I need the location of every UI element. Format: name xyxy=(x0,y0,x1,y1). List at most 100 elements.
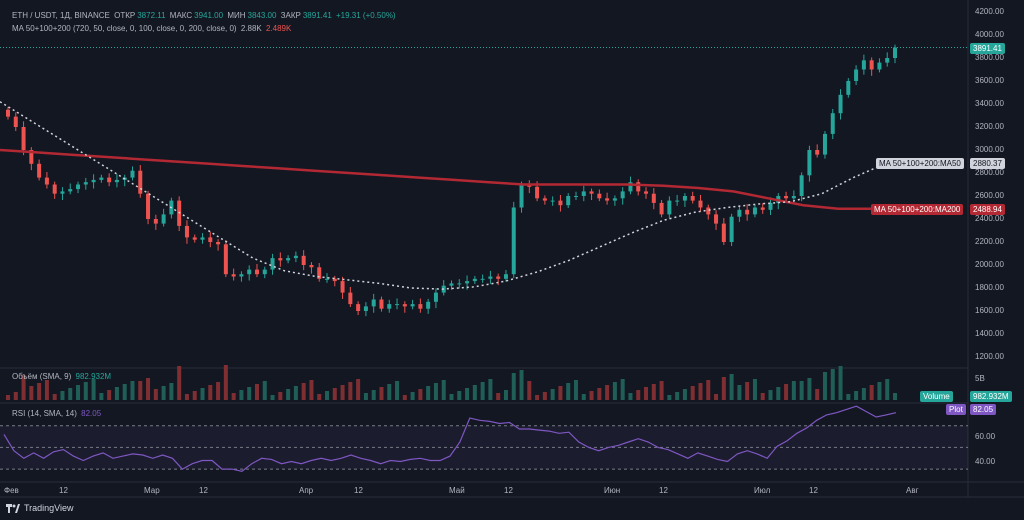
volume-bar xyxy=(721,377,726,400)
volume-bar xyxy=(270,395,275,400)
time-axis-label: Авг xyxy=(906,486,919,495)
volume-bar xyxy=(340,385,345,400)
candle-body xyxy=(410,304,415,307)
volume-bar xyxy=(752,379,757,400)
candle-body xyxy=(791,196,796,199)
time-axis-label: 12 xyxy=(504,486,513,495)
candle-body xyxy=(822,133,827,155)
volume-bar xyxy=(846,394,851,400)
candle-body xyxy=(503,274,508,279)
volume-legend[interactable]: Объём (SMA, 9) 982.932M xyxy=(12,372,113,381)
volume-bar xyxy=(21,375,26,400)
open-value: 3872.11 xyxy=(137,11,166,20)
volume-bar xyxy=(465,388,470,400)
volume-bar xyxy=(223,365,228,400)
volume-bar xyxy=(60,391,65,400)
candle-body xyxy=(278,258,283,261)
rsi-legend[interactable]: RSI (14, SMA, 14) 82.05 xyxy=(12,409,103,418)
candle-body xyxy=(60,191,65,194)
volume-legend-title: Объём (SMA, 9) xyxy=(12,372,72,381)
tradingview-logo[interactable]: TradingView xyxy=(6,503,74,513)
time-axis-label: 12 xyxy=(659,486,668,495)
candle-body xyxy=(784,196,789,199)
ma-legend[interactable]: MA 50+100+200 (720, 50, close, 0, 100, c… xyxy=(12,24,293,33)
candle-body xyxy=(29,150,34,164)
candle-body xyxy=(488,276,493,279)
volume-bar xyxy=(184,394,189,400)
volume-bar xyxy=(68,388,73,400)
volume-bar xyxy=(784,384,789,400)
volume-bar xyxy=(535,395,540,400)
symbol-legend: ETH / USDT, 1Д, BINANCE ОТКР 3872.11 МАКС… xyxy=(12,11,398,20)
candle-body xyxy=(690,196,695,201)
volume-bar xyxy=(651,384,656,400)
ma50-line xyxy=(0,101,886,290)
candle-body xyxy=(589,191,594,194)
candle-body xyxy=(68,189,73,192)
candle-body xyxy=(130,170,135,178)
volume-bar xyxy=(597,388,602,400)
candle-body xyxy=(628,182,633,192)
volume-bar xyxy=(379,387,384,400)
time-axis-label: 12 xyxy=(809,486,818,495)
symbol-name: ETH / USDT, 1Д, BINANCE xyxy=(12,11,110,20)
candle-body xyxy=(573,196,578,197)
candle-body xyxy=(535,186,540,199)
volume-bar xyxy=(262,381,267,400)
volume-bar xyxy=(363,393,368,400)
volume-bar xyxy=(301,383,306,400)
volume-axis-label: 5B xyxy=(975,374,985,383)
volume-bar xyxy=(488,379,493,400)
volume-tag-label: Volume xyxy=(920,391,953,402)
candle-body xyxy=(418,304,423,309)
candle-body xyxy=(807,150,812,176)
ma200-tag: MA 50+100+200:MA200 xyxy=(871,204,964,215)
ma50-tag: MA 50+100+200:MA50 xyxy=(876,158,964,169)
candle-body xyxy=(682,196,687,201)
volume-bar xyxy=(433,383,438,400)
volume-bar xyxy=(52,394,57,400)
volume-bar xyxy=(714,394,719,400)
volume-bar xyxy=(6,395,10,400)
volume-bar xyxy=(776,387,781,400)
candle-body xyxy=(52,184,57,194)
volume-bar xyxy=(815,389,820,400)
volume-bar xyxy=(519,370,524,400)
candle-body xyxy=(667,200,672,215)
price-axis-label: 1200.00 xyxy=(975,352,1004,361)
volume-bar xyxy=(760,393,765,400)
price-axis-label: 4200.00 xyxy=(975,7,1004,16)
candle-body xyxy=(325,278,330,280)
close-value: 3891.41 xyxy=(302,11,332,20)
volume-bar xyxy=(636,390,641,400)
rsi-tag-label: Plot xyxy=(946,404,966,415)
candle-body xyxy=(184,225,189,238)
candle-body xyxy=(44,177,49,185)
volume-bar xyxy=(254,384,259,400)
volume-bar xyxy=(659,381,664,400)
volume-bar xyxy=(91,379,96,400)
candle-body xyxy=(192,237,197,240)
volume-bar xyxy=(706,380,711,400)
candle-body xyxy=(519,184,524,208)
close-label: ЗАКР xyxy=(280,11,301,20)
price-axis-label: 2800.00 xyxy=(975,168,1004,177)
volume-bar xyxy=(44,380,49,400)
volume-bar xyxy=(589,391,594,400)
volume-bar xyxy=(332,388,337,400)
volume-bar xyxy=(511,373,516,400)
volume-bar xyxy=(138,381,143,400)
volume-bar xyxy=(161,386,166,400)
candle-body xyxy=(223,244,228,275)
volume-legend-value: 982.932M xyxy=(75,372,112,381)
volume-bar xyxy=(146,378,151,400)
volume-bar xyxy=(130,381,135,400)
candle-body xyxy=(861,60,866,70)
volume-bar xyxy=(293,386,298,400)
volume-bar xyxy=(348,382,353,400)
candle-body xyxy=(838,94,843,114)
volume-bar xyxy=(737,385,742,400)
candle-body xyxy=(146,193,151,219)
candle-body xyxy=(363,306,368,311)
